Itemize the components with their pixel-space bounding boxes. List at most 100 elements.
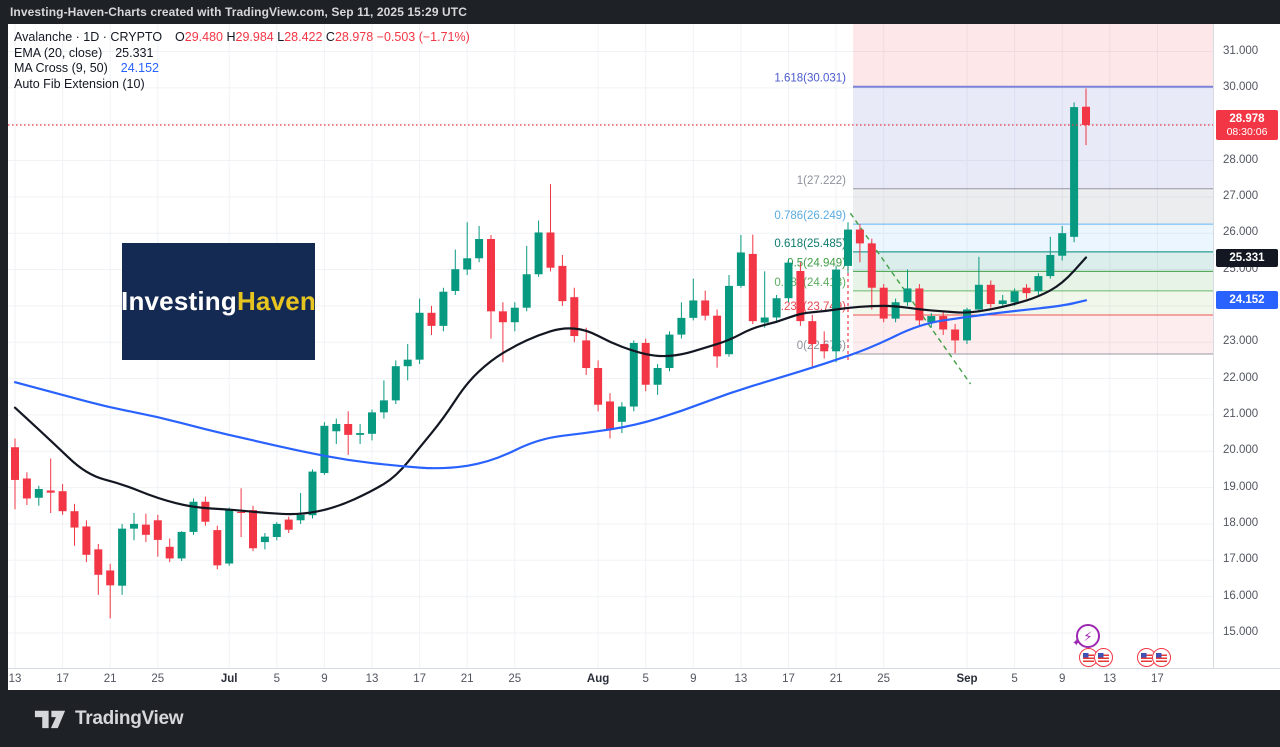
- separator-dot: ·: [102, 30, 107, 44]
- candle: [879, 287, 888, 319]
- candle: [939, 316, 948, 330]
- us-flag-economic-event-icon[interactable]: [1136, 647, 1156, 667]
- candle: [189, 501, 198, 532]
- ohlc-open-label: O: [175, 30, 185, 44]
- time-tick-day: 21: [460, 673, 474, 685]
- candle: [617, 406, 626, 422]
- candle: [534, 232, 543, 275]
- ema-value-badge: 25.331: [1216, 248, 1278, 267]
- candle: [94, 549, 103, 575]
- symbol-exchange: CRYPTO: [110, 30, 163, 44]
- candle: [284, 519, 293, 530]
- change-value: −0.503 (−1.71%): [376, 30, 470, 44]
- candle: [11, 447, 19, 480]
- candle: [915, 288, 924, 321]
- us-flag-economic-event-icon[interactable]: [1151, 647, 1171, 667]
- candle: [487, 239, 495, 312]
- candle: [1010, 291, 1019, 303]
- candle: [82, 526, 91, 555]
- candle: [772, 298, 781, 318]
- candle: [796, 270, 805, 322]
- candle: [415, 312, 424, 360]
- fib-level-label: 0.5(24.949): [787, 257, 846, 269]
- price-tick-label: 21.000: [1223, 407, 1259, 420]
- price-tick-label: 30.000: [1223, 80, 1259, 93]
- time-tick-day: 5: [273, 673, 280, 685]
- candle: [748, 253, 757, 322]
- fib-level-lines: [853, 85, 1213, 355]
- ohlc-close-value: 28.978: [334, 30, 374, 44]
- us-flag-economic-event-icon[interactable]: [1078, 647, 1098, 667]
- candle: [760, 317, 769, 323]
- legend-fib-row[interactable]: Auto Fib Extension (10): [14, 77, 470, 93]
- candle: [439, 291, 448, 326]
- candle: [118, 528, 127, 586]
- candle: [927, 316, 936, 323]
- price-chart-canvas[interactable]: 1.618(30.031) 1(27.222) 0.786(26.249) 0.618…: [8, 24, 1213, 668]
- candle: [546, 232, 555, 268]
- candle: [153, 520, 162, 540]
- candle: [1070, 107, 1079, 237]
- candle: [951, 329, 960, 341]
- last-price-badge: 28.978 08:30:06: [1216, 109, 1278, 140]
- candle: [498, 311, 507, 323]
- price-tick-label: 16.000: [1223, 589, 1259, 602]
- candle: [998, 300, 1007, 305]
- watermark-text-haven: Haven: [236, 286, 316, 316]
- legend-symbol-row[interactable]: Avalanche · 1D · CRYPTO O29.480 H29.984 …: [14, 30, 470, 46]
- candle: [201, 501, 210, 522]
- time-tick-day: 25: [877, 673, 891, 685]
- time-tick-day: 5: [642, 673, 649, 685]
- price-tick-label: 18.000: [1223, 516, 1259, 529]
- legend-ma-cross-row[interactable]: MA Cross (9, 50) 24.152: [14, 61, 470, 77]
- time-scale[interactable]: 13 17 21 25 Jul 5 9 13 17 21 25 Aug 5 9 13 17 21 25 Sep 5 9 1…: [8, 668, 1280, 690]
- candle: [713, 315, 722, 357]
- time-tick-day: 25: [151, 673, 165, 685]
- candle: [308, 471, 317, 516]
- time-tick-month: Jul: [220, 673, 238, 685]
- price-tick-label: 17.000: [1223, 553, 1259, 566]
- candle: [1058, 233, 1067, 256]
- legend-ema-row[interactable]: EMA (20, close) 25.331: [14, 46, 470, 62]
- candlestick-chart[interactable]: 1.618(30.031) 1(27.222) 0.786(26.249) 0.618…: [8, 24, 1213, 668]
- time-tick-day: 21: [103, 673, 117, 685]
- ohlc-close-label: C: [325, 30, 335, 44]
- price-tick-label: 27.000: [1223, 189, 1259, 202]
- candle: [332, 423, 341, 432]
- ai-event-lightning-icon[interactable]: ⚡: [1076, 624, 1100, 648]
- candle: [344, 423, 353, 435]
- time-tick-day: 17: [413, 673, 426, 685]
- candle: [70, 511, 79, 528]
- sparkle-icon: ✦: [1072, 638, 1081, 649]
- candle: [58, 491, 67, 512]
- time-tick-day: 9: [1058, 673, 1066, 685]
- candle: [784, 262, 793, 299]
- candle: [510, 307, 519, 323]
- candle: [594, 368, 603, 405]
- time-tick-day: 17: [782, 673, 795, 685]
- separator-dot: ·: [75, 30, 80, 44]
- candle: [379, 400, 388, 413]
- us-flag-economic-event-icon[interactable]: [1093, 647, 1113, 667]
- fib-trendline: [847, 212, 972, 385]
- candle: [1022, 287, 1031, 294]
- candle: [629, 342, 638, 407]
- candle: [701, 300, 710, 316]
- candle: [582, 340, 591, 369]
- candle: [1082, 106, 1090, 125]
- candle: [427, 312, 436, 326]
- ma-cross-value: 24.152: [120, 61, 159, 75]
- candle: [177, 531, 186, 559]
- fib-level-label: 0.786(26.249): [774, 210, 846, 222]
- tradingview-logo[interactable]: TradingView: [34, 707, 184, 731]
- price-tick-label: 22.000: [1223, 371, 1259, 384]
- tradingview-brand-text: TradingView: [75, 707, 184, 729]
- candle: [106, 570, 115, 586]
- price-scale[interactable]: 31.00030.00028.00027.00026.00025.00024.0…: [1213, 24, 1280, 668]
- candle: [165, 546, 174, 559]
- candle: [260, 536, 269, 543]
- time-tick-day: 9: [690, 673, 697, 685]
- footer-bar: TradingView: [0, 690, 1280, 747]
- price-tick-label: 20.000: [1223, 444, 1259, 457]
- candle: [34, 489, 43, 498]
